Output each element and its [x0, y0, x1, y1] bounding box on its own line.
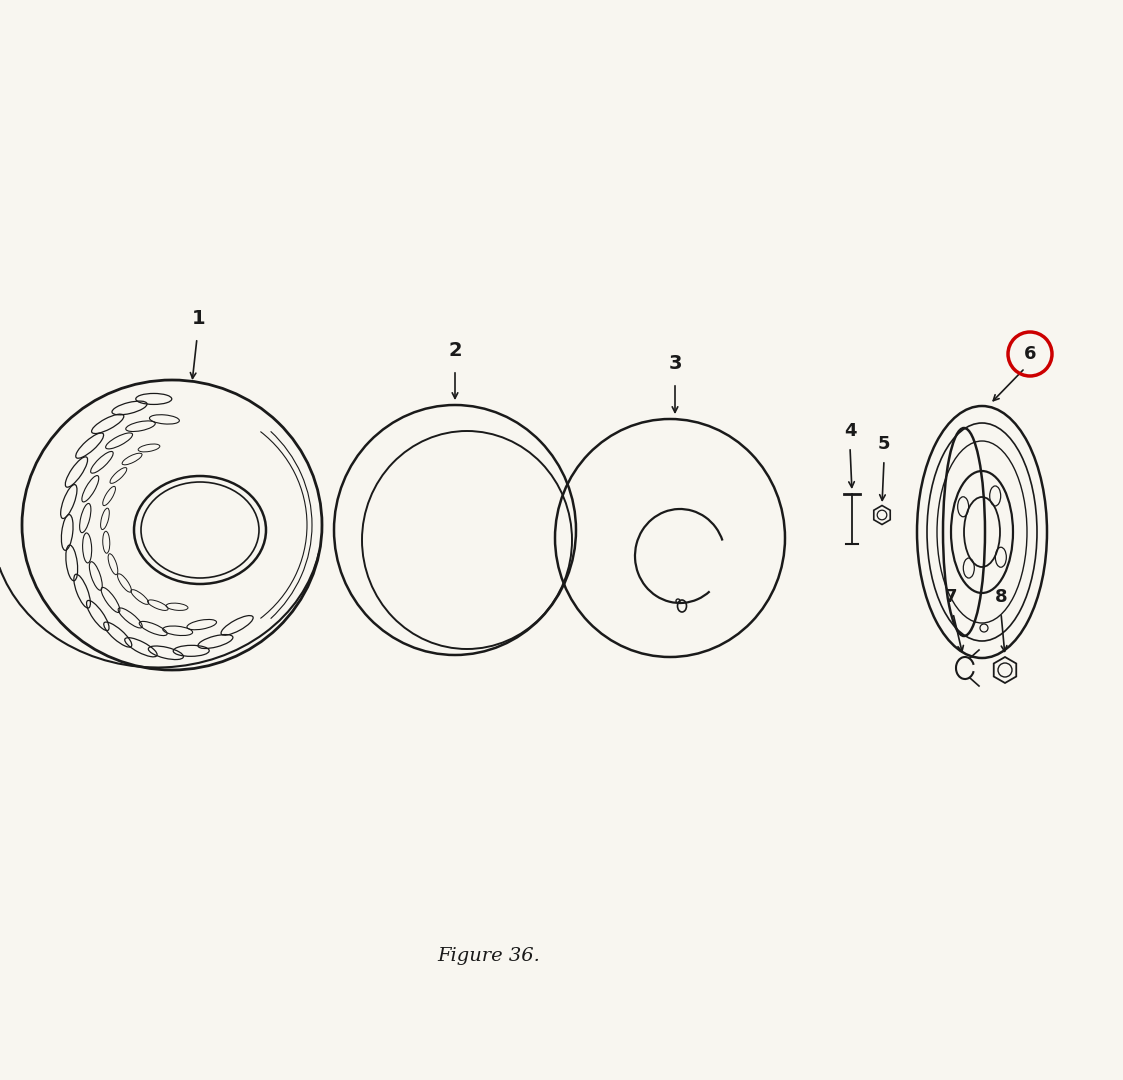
Text: Figure 36.: Figure 36.: [437, 947, 540, 964]
Text: 8: 8: [995, 588, 1007, 606]
Text: 7: 7: [944, 588, 957, 606]
Text: 2: 2: [448, 341, 462, 360]
Text: 6: 6: [1024, 345, 1037, 363]
Text: 4: 4: [843, 422, 856, 440]
Ellipse shape: [134, 476, 266, 584]
Text: 3: 3: [668, 354, 682, 373]
Ellipse shape: [943, 428, 985, 636]
Text: 1: 1: [192, 309, 206, 328]
Text: 5: 5: [878, 435, 891, 453]
